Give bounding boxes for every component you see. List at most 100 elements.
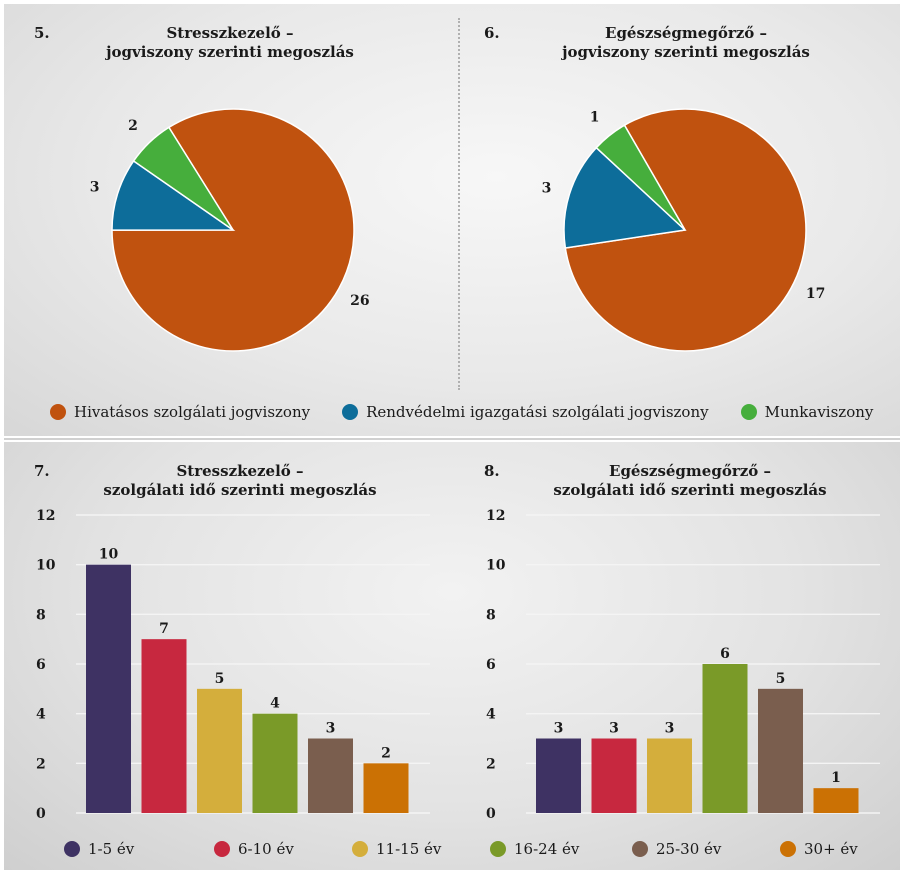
legend-rendvedelmi-swatch [342,404,359,420]
chart-8-title-line1: Egészségmegőrző – [609,462,771,480]
chart-5-title: Stresszkezelő – jogviszony szerinti mego… [80,24,380,62]
panel-divider [4,438,900,440]
chart-7-title-line1: Stresszkezelő – [176,462,304,480]
pie-slice-label: 3 [90,180,100,196]
bar-value-label: 3 [609,721,619,737]
legend-16-24-label: 16-24 év [514,840,580,858]
y-tick-label: 6 [486,657,496,673]
legend-bottom-item: 16-24 év [490,840,632,858]
legend-1-5-label: 1-5 év [88,840,135,858]
bar [252,713,298,813]
y-tick-label: 12 [36,508,55,524]
y-tick-label: 8 [36,607,46,623]
chart-5-pie: 26 3 2 [90,108,370,352]
legend-munkaviszony-label: Munkaviszony [764,403,874,421]
bar-value-label: 10 [99,547,119,563]
bar [141,639,187,813]
legend-25-30-swatch [632,841,648,857]
legend-hivatasos-swatch [50,404,66,420]
bar-value-label: 2 [381,745,391,761]
pie-slice-label: 17 [806,286,825,302]
legend-6-10-label: 6-10 év [238,840,294,858]
chart-6-number: 6. [484,24,500,42]
bar-value-label: 7 [159,621,169,637]
pie-slice [132,126,234,231]
bar [308,738,353,813]
pie-slice-label: 3 [542,180,552,196]
pie-slice [111,159,236,231]
legend-top-item: Rendvédelmi igazgatási szolgálati jogvis… [342,403,709,421]
legend-bottom: 1-5 év 6-10 év 11-15 év 16-24 év 25-30 é… [64,840,884,858]
chart-5-title-line2: jogviszony szerinti megoszlás [106,43,354,61]
legend-bottom-item: 6-10 év [214,840,352,858]
y-tick-label: 6 [36,657,46,673]
pie-slice [563,146,687,249]
bar [813,788,859,813]
y-tick-label: 2 [36,756,46,772]
y-tick-label: 12 [486,508,505,524]
bar-value-label: 3 [554,721,564,737]
chart-7-number: 7. [34,462,50,480]
bar [702,664,748,813]
y-tick-label: 0 [486,806,496,822]
legend-bottom-item: 1-5 év [64,840,214,858]
legend-top: Hivatásos szolgálati jogviszony Rendvéde… [50,403,873,421]
legend-30plus-label: 30+ év [804,840,858,858]
legend-6-10-swatch [214,841,230,857]
legend-bottom-item: 11-15 év [352,840,490,858]
chart-8-title: Egészségmegőrző – szolgálati idő szerint… [540,462,840,500]
chart-6-title-line1: Egészségmegőrző – [605,24,767,42]
chart-6-title: Egészségmegőrző – jogviszony szerinti me… [536,24,836,62]
legend-munkaviszony-swatch [740,404,757,420]
legend-bottom-item: 30+ év [780,840,858,858]
chart-5-number: 5. [34,24,50,42]
bar-value-label: 3 [326,721,336,737]
bar-value-label: 3 [665,721,675,737]
legend-1-5-swatch [64,841,80,857]
bar [758,688,803,813]
y-tick-label: 2 [486,756,496,772]
y-tick-label: 4 [36,707,46,723]
chart-7-bars: 0 2 4 6 8 10 12 10 7 5 4 3 2 [36,508,430,822]
y-tick-label: 10 [36,558,56,574]
bar [536,738,581,813]
bar-value-label: 5 [776,671,786,687]
bar [647,738,692,813]
legend-25-30-label: 25-30 év [656,840,722,858]
legend-top-item: Hivatásos szolgálati jogviszony [50,403,310,421]
pie-slice-label: 26 [350,293,369,309]
legend-rendvedelmi-label: Rendvédelmi igazgatási szolgálati jogvis… [366,403,709,421]
y-tick-label: 4 [486,707,496,723]
legend-11-15-label: 11-15 év [376,840,442,858]
legend-11-15-swatch [352,841,368,857]
chart-7-title: Stresszkezelő – szolgálati idő szerinti … [90,462,390,500]
bar-value-label: 4 [270,696,280,712]
y-tick-label: 0 [36,806,46,822]
bar-value-label: 6 [720,646,730,662]
bar [363,763,409,813]
chart-7-title-line2: szolgálati idő szerinti megoszlás [103,481,377,499]
chart-8-number: 8. [484,462,500,480]
y-tick-label: 8 [486,607,496,623]
chart-8-title-line2: szolgálati idő szerinti megoszlás [553,481,827,499]
chart-8-bars: 0 2 4 6 8 10 12 3 3 3 6 5 1 [486,508,880,822]
dotted-divider [458,18,460,390]
bar [86,564,131,813]
legend-top-item: Munkaviszony [740,403,874,421]
pie-slice-label: 1 [590,110,600,126]
bar-value-label: 5 [215,671,225,687]
bar [197,688,242,813]
pie-slice [595,124,686,231]
legend-30plus-swatch [780,841,796,857]
pie-slice-label: 2 [128,118,138,134]
bar [591,738,637,813]
y-tick-label: 10 [486,558,506,574]
chart-6-title-line2: jogviszony szerinti megoszlás [562,43,810,61]
bar-value-label: 1 [831,770,841,786]
legend-bottom-item: 25-30 év [632,840,780,858]
legend-hivatasos-label: Hivatásos szolgálati jogviszony [74,403,311,421]
chart-5-title-line1: Stresszkezelő – [166,24,294,42]
legend-16-24-swatch [490,841,506,857]
